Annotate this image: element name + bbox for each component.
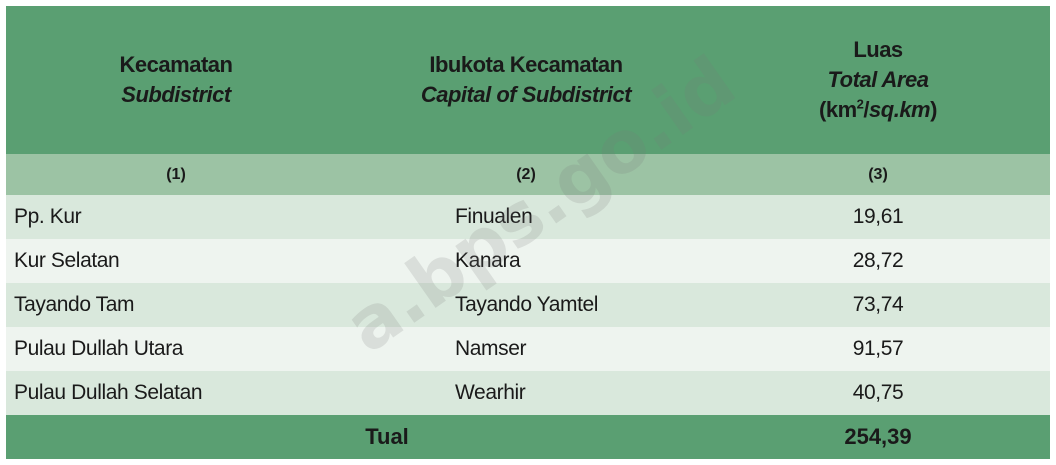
cell-area: 73,74: [852, 293, 904, 316]
cell-subdistrict: Kur Selatan: [14, 249, 120, 272]
unit-italic: sq.km: [869, 97, 931, 122]
header-subdistrict-title: Kecamatan: [119, 52, 233, 77]
column-number: (1): [166, 165, 186, 183]
unit-slash: /: [863, 97, 870, 122]
cell-area: 19,61: [852, 205, 904, 228]
area-table: Kecamatan Subdistrict Ibukota Kecamatan …: [6, 6, 1050, 459]
cell-subdistrict: Pp. Kur: [14, 205, 82, 228]
total-label: Tual: [365, 424, 409, 449]
header-capital-title: Ibukota Kecamatan: [429, 52, 623, 77]
cell-subdistrict: Tayando Tam: [14, 293, 135, 316]
cell-capital: Wearhir: [455, 381, 526, 404]
header-area: Luas Total Area (km2/sq.km): [706, 6, 1050, 154]
header-capital-subtitle: Capital of Subdistrict: [420, 82, 632, 107]
header-capital: Ibukota Kecamatan Capital of Subdistrict: [346, 6, 706, 154]
table-row: Pulau Dullah Selatan Wearhir 40,75: [6, 371, 1050, 415]
total-row: Tual 254,39: [6, 415, 1050, 459]
table-row: Pulau Dullah Utara Namser 91,57: [6, 327, 1050, 371]
column-number: (3): [868, 165, 888, 183]
table-row: Tayando Tam Tayando Yamtel 73,74: [6, 283, 1050, 327]
cell-capital: Kanara: [455, 249, 521, 272]
column-number: (2): [516, 165, 536, 183]
header-area-title: Luas: [853, 37, 903, 62]
header-area-subtitle: Total Area: [827, 67, 929, 92]
table-header: Kecamatan Subdistrict Ibukota Kecamatan …: [6, 6, 1050, 154]
cell-subdistrict: Pulau Dullah Utara: [14, 337, 184, 360]
cell-subdistrict: Pulau Dullah Selatan: [14, 381, 203, 404]
column-number-row: (1) (2) (3): [6, 154, 1050, 195]
total-area: 254,39: [844, 424, 912, 449]
cell-capital: Tayando Yamtel: [455, 293, 599, 316]
cell-area: 91,57: [852, 337, 904, 360]
header-area-unit: (km2/sq.km): [819, 95, 937, 125]
cell-area: 40,75: [852, 381, 904, 404]
header-subdistrict-subtitle: Subdistrict: [121, 82, 231, 107]
table-row: Kur Selatan Kanara 28,72: [6, 239, 1050, 283]
cell-capital: Finualen: [455, 205, 533, 228]
unit-sup: 2: [856, 96, 864, 112]
unit-prefix: (km: [819, 97, 857, 122]
cell-capital: Namser: [455, 337, 527, 360]
header-subdistrict: Kecamatan Subdistrict: [6, 6, 346, 154]
cell-area: 28,72: [852, 249, 904, 272]
table-row: Pp. Kur Finualen 19,61: [6, 195, 1050, 239]
unit-close: ): [930, 97, 937, 122]
